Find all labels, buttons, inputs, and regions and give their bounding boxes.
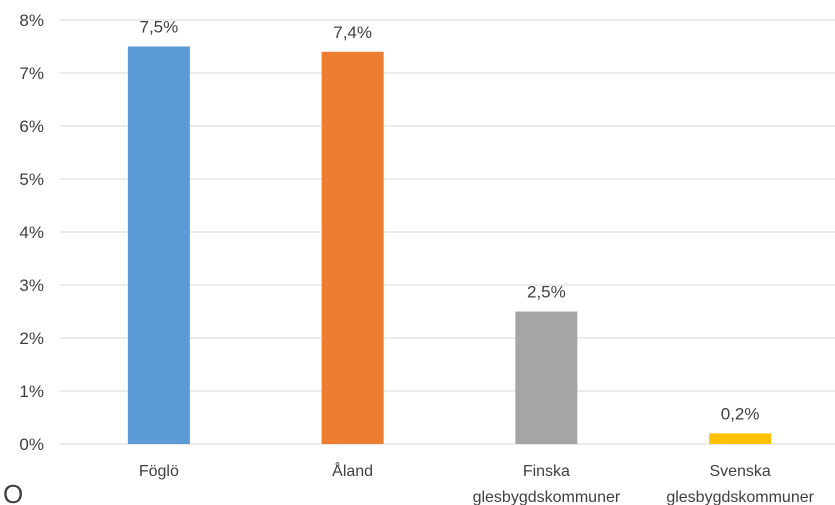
- y-axis-ticks: 0% 1% 2% 3% 4% 5% 6% 7% 8%: [19, 11, 44, 454]
- y-tick-label: 3%: [19, 276, 44, 295]
- y-tick-label: 7%: [19, 64, 44, 83]
- data-label: 2,5%: [527, 283, 566, 302]
- partial-text-fragment: O: [3, 479, 23, 505]
- x-tick-label: Finska: [523, 463, 570, 480]
- x-tick-label: glesbygdskommuner: [666, 489, 814, 505]
- x-tick-label: glesbygdskommuner: [473, 489, 621, 505]
- y-tick-label: 0%: [19, 435, 44, 454]
- bar: [127, 46, 190, 444]
- data-label: 0,2%: [721, 404, 760, 423]
- y-tick-label: 2%: [19, 329, 44, 348]
- x-tick-label: Svenska: [709, 463, 770, 480]
- x-axis-labels: Föglö Åland Finska glesbygdskommuner Svenska…: [139, 461, 815, 505]
- bar: [321, 51, 384, 445]
- y-tick-label: 5%: [19, 170, 44, 189]
- y-tick-label: 4%: [19, 223, 44, 242]
- x-tick-label: Föglö: [139, 463, 179, 480]
- bar: [515, 311, 578, 444]
- x-tick-label: Åland: [332, 461, 373, 480]
- bar: [709, 433, 772, 444]
- data-labels: 7,5% 7,4% 2,5% 0,2%: [140, 18, 760, 424]
- data-label: 7,4%: [333, 23, 372, 42]
- y-tick-label: 1%: [19, 382, 44, 401]
- data-label: 7,5%: [140, 18, 179, 37]
- y-tick-label: 6%: [19, 117, 44, 136]
- y-tick-label: 8%: [19, 11, 44, 30]
- bars: [127, 46, 772, 445]
